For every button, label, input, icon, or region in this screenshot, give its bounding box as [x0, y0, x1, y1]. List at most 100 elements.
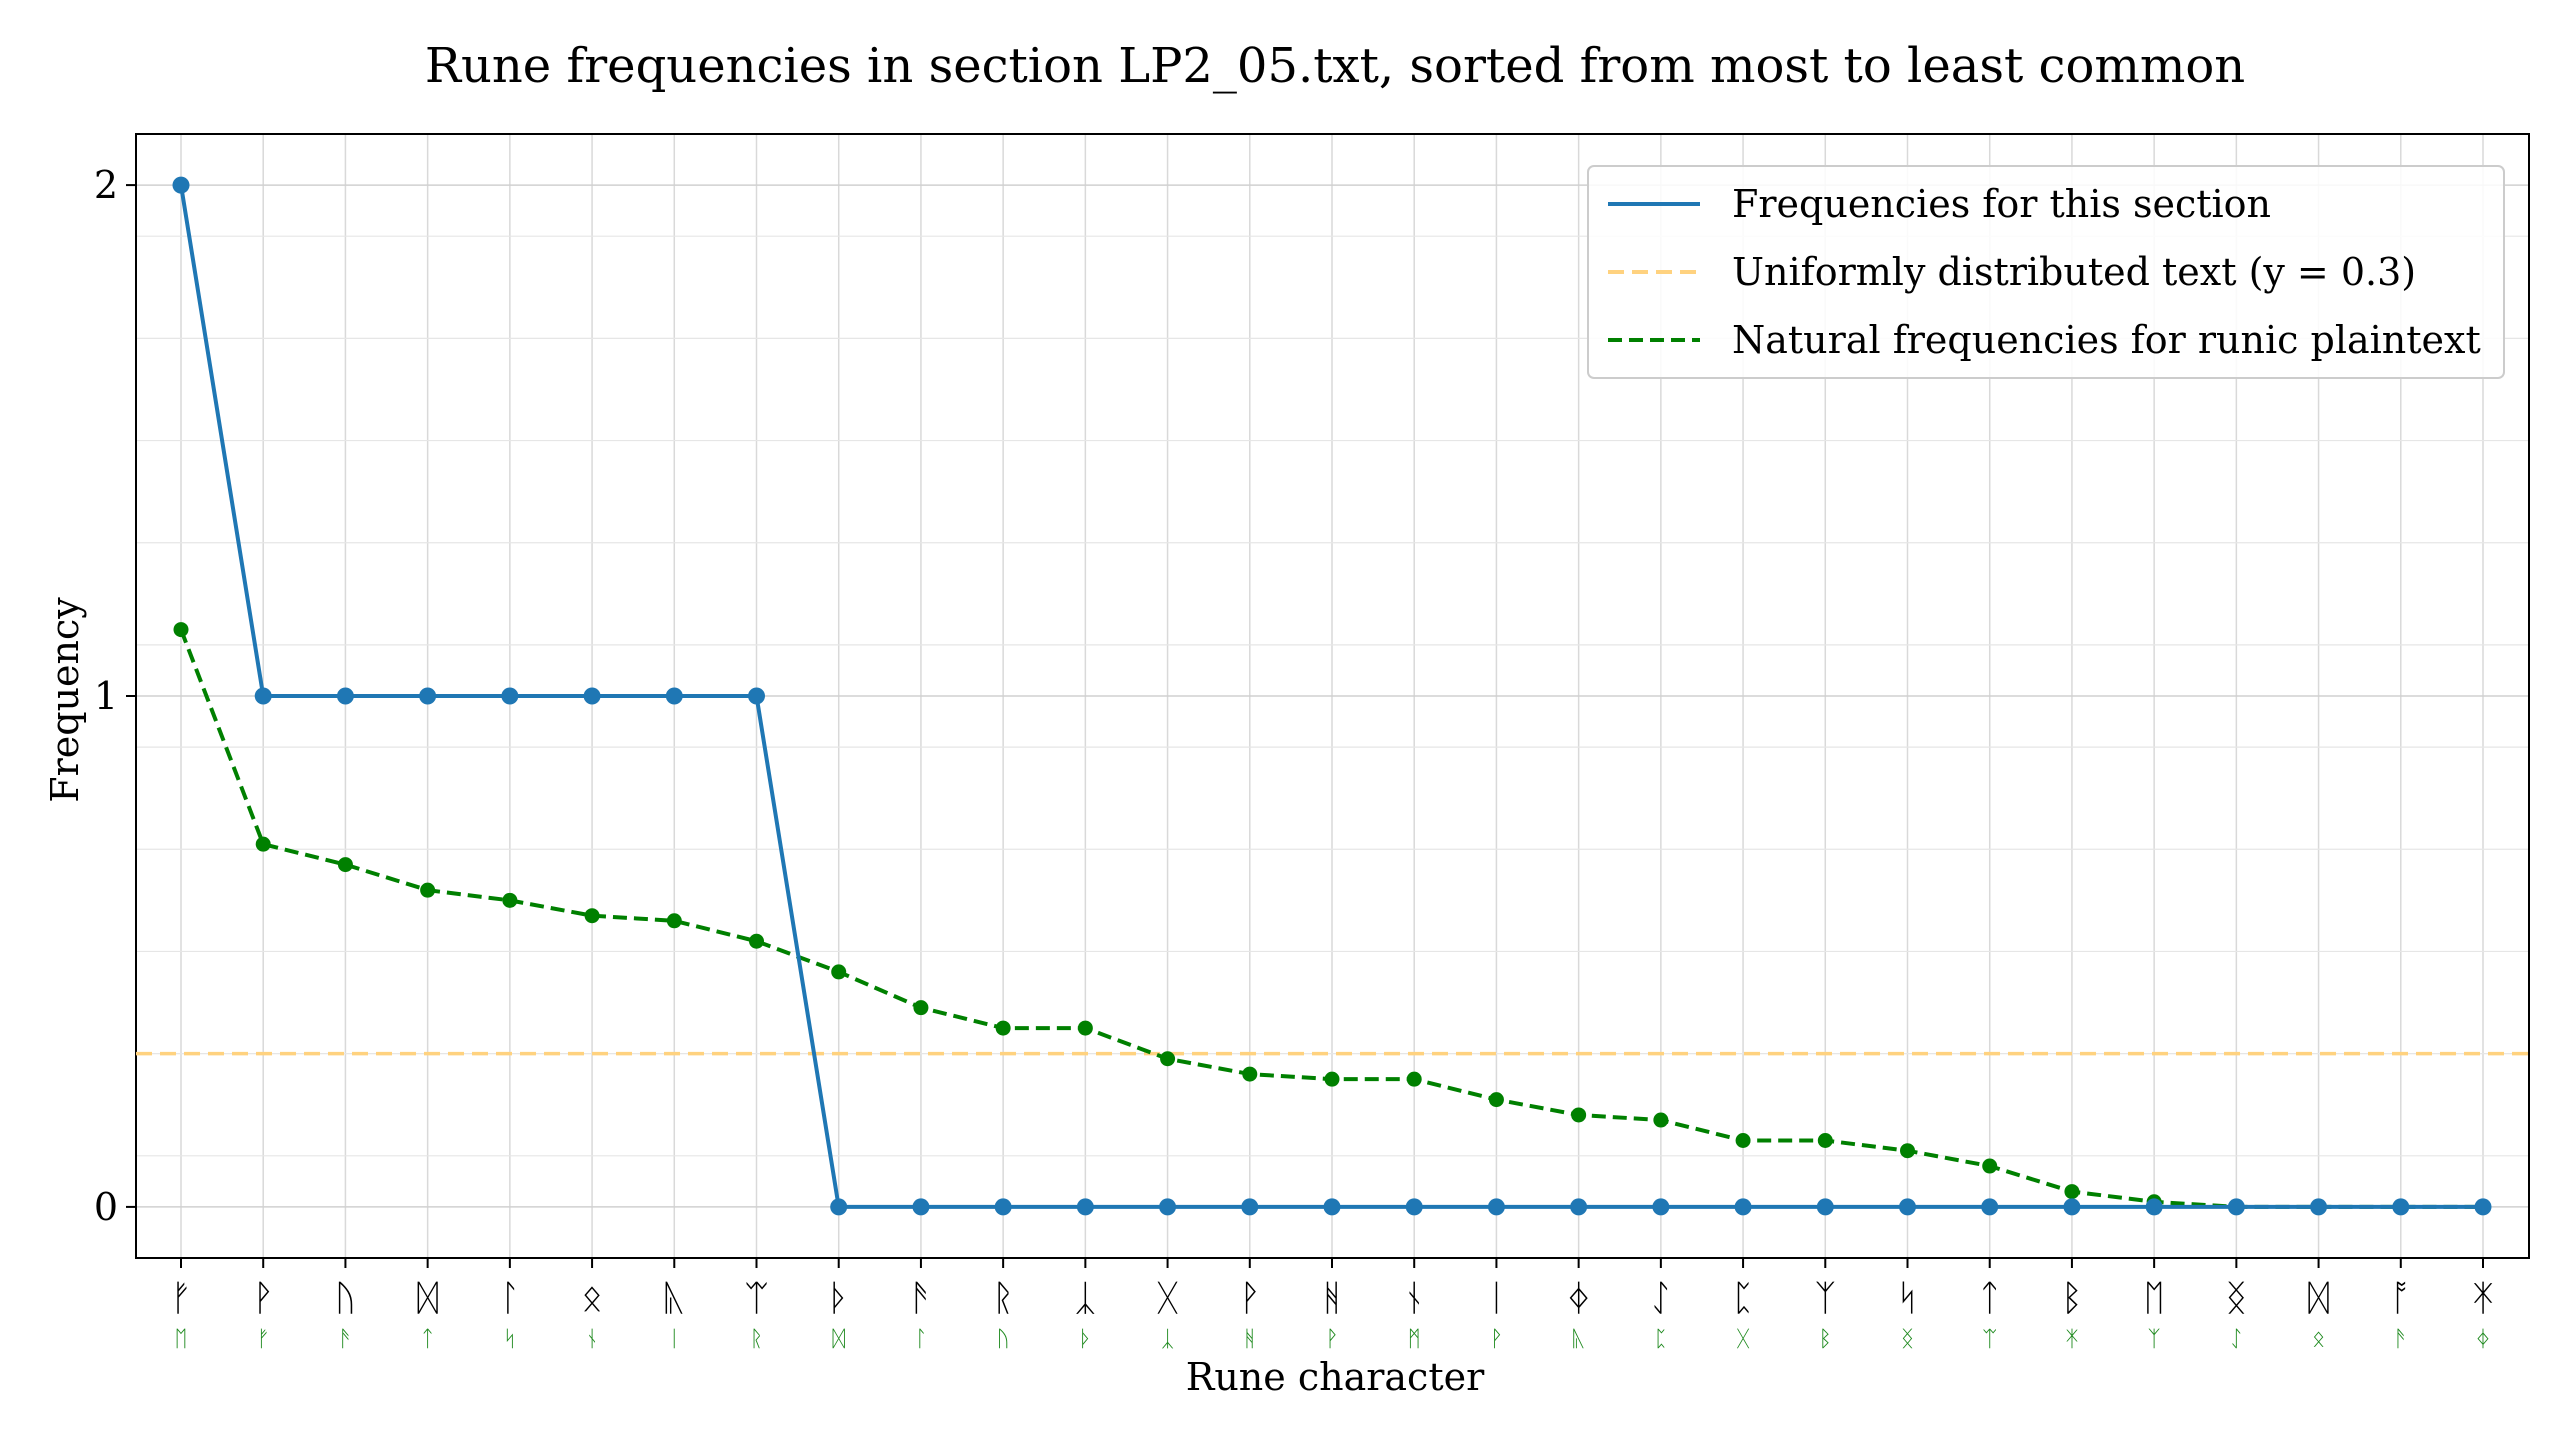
x-tick-sublabel: ᚫ [2394, 1327, 2407, 1352]
section-frequency-point [830, 1198, 848, 1216]
x-tick-sublabel: ᚠ [257, 1327, 270, 1352]
natural-frequency-point [749, 933, 764, 949]
x-tick-sublabel: ᛠ [1983, 1327, 1996, 1352]
x-tick-sublabel: ᛁ [668, 1327, 681, 1352]
x-tick-sublabel: ᛏ [421, 1327, 434, 1352]
x-tick-label: ᚣ [663, 1278, 685, 1319]
natural-frequency-point [831, 964, 847, 980]
x-tick-sublabel: ᛝ [1901, 1327, 1914, 1352]
section-frequency-point [2145, 1198, 2163, 1216]
legend-box [1587, 165, 2505, 379]
x-tick-label: ᚢ [335, 1278, 357, 1319]
natural-frequency-point [420, 882, 436, 898]
y-axis-label: Frequency [43, 597, 87, 803]
section-frequency-point [1816, 1198, 1834, 1216]
natural-frequency-point [1900, 1143, 1915, 1159]
section-frequency-point [172, 176, 190, 194]
section-frequency-point [336, 687, 354, 705]
x-tick-sublabel: ᛇ [2230, 1327, 2243, 1352]
legend-label: Natural frequencies for runic plaintext [1732, 318, 2481, 362]
natural-frequency-point [1406, 1071, 1422, 1087]
x-tick-sublabel: ᛡ [2065, 1327, 2078, 1352]
natural-frequency-point [2064, 1184, 2080, 1200]
section-frequency-point [501, 687, 519, 705]
x-tick-label: ᛞ [2308, 1278, 2330, 1319]
section-frequency-point [665, 687, 683, 705]
x-axis-label: Rune character [1186, 1355, 1485, 1399]
x-tick-label: ᛣ [1075, 1278, 1097, 1319]
natural-frequency-point [1817, 1132, 1833, 1148]
natural-frequency-point [173, 622, 189, 638]
section-frequency-point [2392, 1198, 2410, 1216]
x-tick-label: ᚫ [910, 1278, 932, 1319]
x-axis-ticks: ᚠᛖᚹᚠᚢᚫᛞᛏᛚᛋᛟᚾᚣᛁᛠᚱᚦᛞᚫᛚᚱᚢᛣᚦᚷᛣᚹᚻᚻᚹᚾᛗᛁᚹᛄᚣᛇᛈᛈᚷ… [170, 1258, 2494, 1352]
x-tick-sublabel: ᛞ [832, 1327, 845, 1352]
natural-frequency-point [666, 913, 682, 929]
x-tick-sublabel: ᚦ [1079, 1327, 1092, 1352]
natural-frequency-point [584, 908, 600, 924]
natural-frequency-point [1653, 1112, 1669, 1128]
section-frequency-point [748, 687, 765, 705]
section-frequency-point [2063, 1198, 2081, 1216]
x-tick-label: ᛝ [2226, 1278, 2248, 1319]
x-tick-label: ᚻ [1321, 1278, 1343, 1319]
x-tick-label: ᛡ [2472, 1278, 2494, 1319]
section-frequency-point [1159, 1198, 1177, 1216]
section-frequency-point [1076, 1198, 1094, 1216]
x-tick-sublabel: ᚫ [339, 1327, 352, 1352]
section-frequency-point [1899, 1198, 1916, 1216]
x-tick-sublabel: ᚹ [1490, 1327, 1503, 1352]
x-tick-label: ᚦ [828, 1278, 850, 1319]
legend-label: Uniformly distributed text (y = 0.3) [1732, 250, 2416, 294]
x-tick-label: ᚹ [252, 1278, 274, 1319]
x-tick-label: ᛇ [1650, 1278, 1672, 1319]
natural-frequency-point [1735, 1132, 1751, 1148]
natural-frequency-point [255, 836, 271, 852]
section-frequency-point [1323, 1198, 1341, 1216]
natural-frequency-point [337, 857, 353, 873]
section-frequency-point [1405, 1198, 1423, 1216]
natural-frequency-point [1242, 1066, 1258, 1082]
x-tick-label: ᛖ [2143, 1278, 2165, 1319]
section-frequency-point [2227, 1198, 2245, 1216]
chart-title: Rune frequencies in section LP2_05.txt, … [425, 38, 2245, 94]
x-tick-label: ᚾ [1403, 1278, 1425, 1319]
section-frequency-point [1570, 1198, 1588, 1216]
x-tick-sublabel: ᛚ [914, 1327, 927, 1352]
x-tick-sublabel: ᛄ [2476, 1327, 2489, 1352]
x-tick-label: ᛠ [746, 1278, 768, 1319]
natural-frequency-point [1324, 1071, 1340, 1087]
x-tick-sublabel: ᚹ [1325, 1327, 1338, 1352]
section-frequency-point [1734, 1198, 1752, 1216]
natural-frequency-point [1982, 1158, 1998, 1174]
legend-label: Frequencies for this section [1732, 182, 2271, 226]
x-tick-sublabel: ᛒ [1819, 1327, 1832, 1352]
x-tick-label: ᛞ [417, 1278, 439, 1319]
natural-frequency-point [913, 1000, 929, 1016]
section-frequency-point [1241, 1198, 1259, 1216]
section-frequency-point [912, 1198, 930, 1216]
x-tick-sublabel: ᛈ [1654, 1327, 1667, 1352]
section-frequency-point [1981, 1198, 1999, 1216]
x-tick-label: ᛄ [1568, 1278, 1590, 1319]
y-tick-label: 2 [94, 163, 118, 207]
x-tick-label: ᛒ [2061, 1278, 2083, 1319]
x-tick-sublabel: ᚻ [1243, 1327, 1256, 1352]
x-tick-label: ᚱ [992, 1278, 1014, 1319]
x-tick-label: ᛟ [581, 1278, 603, 1319]
x-tick-sublabel: ᚾ [585, 1327, 598, 1352]
natural-frequency-point [1077, 1020, 1093, 1036]
data-points [172, 176, 2492, 1216]
x-tick-label: ᛚ [499, 1278, 521, 1319]
section-frequency-point [1652, 1198, 1670, 1216]
x-tick-sublabel: ᛉ [2148, 1327, 2161, 1352]
x-tick-label: ᛉ [1814, 1278, 1836, 1319]
x-tick-label: ᚹ [1239, 1278, 1261, 1319]
natural-frequency-point [1571, 1107, 1587, 1123]
x-tick-sublabel: ᚷ [1736, 1327, 1749, 1352]
section-frequency-point [1487, 1198, 1505, 1216]
x-tick-sublabel: ᚢ [997, 1327, 1010, 1352]
x-tick-label: ᚩ [2390, 1278, 2412, 1319]
section-frequency-point [2310, 1198, 2328, 1216]
